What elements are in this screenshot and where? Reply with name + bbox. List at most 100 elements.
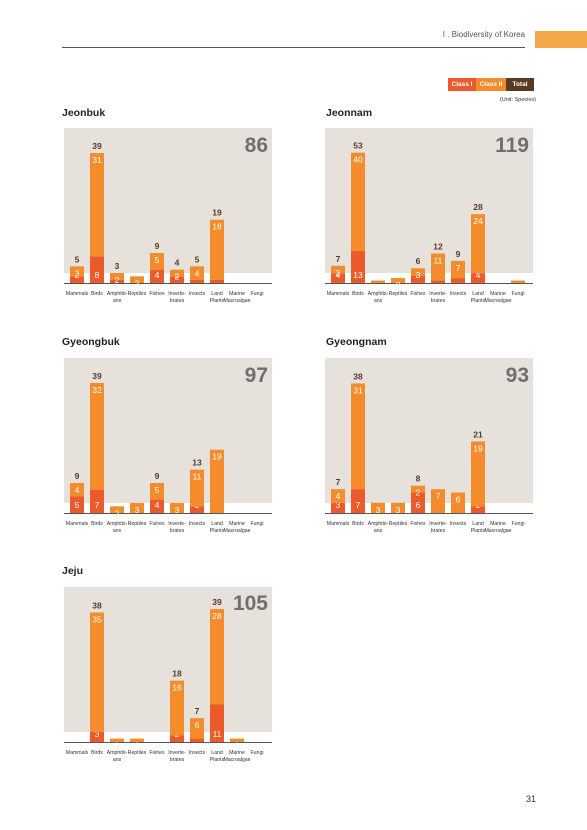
legend-class2: Class II (476, 78, 506, 91)
tick-label-inverte-brates-1: brates (431, 298, 446, 304)
bar-class2-insects (190, 718, 204, 739)
label-class2-mammals: 3 (336, 268, 341, 278)
axis-baseline-gyeongbuk (64, 513, 272, 514)
tick-label-inverte-brates-0: Inverte- (168, 521, 186, 527)
label-total-inverte-brates: 12 (433, 241, 443, 251)
tick-label-inverte-brates-1: brates (170, 528, 185, 534)
tick-label-land-plants-1: Plants (210, 298, 225, 304)
label-class2-amphibi-ans: 2 (115, 508, 120, 518)
tick-label-land-plants-1: Plants (471, 298, 486, 304)
bar-class1-fishes (150, 499, 164, 513)
tick-label-marine-macroalgae-0: Marine (229, 521, 245, 527)
label-total-inverte-brates: 4 (175, 258, 180, 268)
bar-class2-amphibi-ans (110, 273, 124, 280)
label-total-mammals: 7 (336, 477, 341, 487)
tick-label-amphibi-ans-1: ans (113, 298, 122, 304)
label-class2-birds: 31 (353, 385, 363, 395)
bar-class1-amphibi-ans (110, 279, 124, 283)
axis-baseline-jeonbuk (64, 283, 272, 284)
bar-class2-inverte-brates (431, 253, 445, 281)
label-class2-fishes: 5 (155, 255, 160, 265)
tick-label-fishes: Fishes (149, 750, 165, 756)
bar-class2-reptiles (391, 278, 405, 283)
tick-label-fungi: Fungi (512, 521, 525, 527)
label-class2-insects: 6 (195, 720, 200, 730)
label-class2-land-plants: 19 (473, 443, 483, 453)
axis-baseline-jeonnam (325, 283, 533, 284)
bar-class1-insects (190, 738, 204, 742)
bar-class2-reptiles (130, 503, 144, 513)
label-class2-mammals: 4 (336, 491, 341, 501)
label-class2-reptiles: 1 (135, 741, 140, 751)
panel-title-jeonbuk: Jeonbuk (62, 107, 106, 119)
tick-label-birds: Birds (91, 521, 103, 527)
bar-class2-amphibi-ans (110, 738, 124, 742)
bar-class2-inverte-brates (431, 489, 445, 513)
bar-class1-birds (90, 256, 104, 283)
tick-label-reptiles: Reptiles (128, 521, 147, 527)
tick-label-reptiles: Reptiles (389, 521, 408, 527)
bar-class2-fishes (150, 253, 164, 270)
label-class2-fishes: 3 (416, 270, 421, 280)
bar-class2-birds (90, 612, 104, 732)
tick-label-amphibi-ans-0: Amphibi- (368, 521, 389, 527)
panel-title-jeju: Jeju (62, 565, 84, 577)
label-class2-birds: 40 (353, 155, 363, 165)
label-class2-birds: 32 (92, 385, 102, 395)
tick-label-marine-macroalgae-0: Marine (229, 750, 245, 756)
tick-label-marine-macroalgae-0: Marine (229, 291, 245, 297)
label-class2-inverte-brates: 7 (436, 491, 441, 501)
tick-label-mammals: Mammals (327, 521, 350, 527)
label-class1-fishes: 6 (416, 500, 421, 510)
label-class1-land-plants: 11 (213, 729, 222, 739)
label-class2-inverte-brates: 3 (175, 505, 180, 515)
bar-class2-land-plants (471, 441, 485, 507)
label-class2-mammals: 3 (75, 268, 80, 278)
tick-label-amphibi-ans-1: ans (374, 528, 383, 534)
bar-class2-land-plants (210, 219, 224, 280)
bar-chart-jeonbuk: 235Mammals83139Birds123Amphibi-ans2Repti… (66, 141, 264, 304)
tick-label-amphibi-ans-1: ans (113, 757, 122, 763)
axis-baseline-jeju (64, 742, 272, 743)
bar-class2-insects (190, 469, 204, 507)
label-class2-birds: 35 (92, 614, 102, 624)
tick-label-mammals: Mammals (66, 750, 89, 756)
bar-class2-amphibi-ans (371, 280, 385, 283)
tick-label-reptiles: Reptiles (389, 291, 408, 297)
bar-chart-gyeongbuk: 549Mammals73239Birds2Amphibi-ans3Reptile… (66, 371, 264, 534)
label-total-land-plants: 21 (473, 429, 483, 439)
label-class2-land-plants: 19 (212, 452, 222, 462)
bar-class1-mammals (331, 273, 345, 283)
bar-class2-insects (451, 260, 465, 279)
label-total-mammals: 5 (75, 254, 80, 264)
label-total-birds: 39 (92, 141, 102, 151)
panel-total-gyeongnam: 93 (505, 364, 529, 387)
bar-class1-mammals (331, 502, 345, 513)
tick-label-amphibi-ans-0: Amphibi- (368, 291, 389, 297)
tick-label-inverte-brates-0: Inverte- (168, 750, 186, 756)
tick-label-amphibi-ans-0: Amphibi- (107, 291, 128, 297)
bar-class2-land-plants (210, 609, 224, 705)
label-class2-fishes: 2 (416, 488, 421, 498)
tick-label-land-plants-0: Land (211, 750, 223, 756)
tick-label-marine-macroalgae-1: Macroalgae (223, 298, 250, 304)
legend-class1: Class I (448, 78, 476, 91)
unit-note: (Unit: Species) (499, 97, 536, 103)
label-total-insects: 13 (192, 458, 202, 468)
label-class2-amphibi-ans: 2 (115, 275, 120, 285)
tick-label-amphibi-ans-1: ans (113, 528, 122, 534)
bar-class2-birds (90, 383, 104, 490)
bar-class1-insects (451, 278, 465, 283)
tick-label-inverte-brates-0: Inverte- (168, 291, 186, 297)
tick-label-amphibi-ans-1: ans (374, 298, 383, 304)
bar-class2-marine-macroalgae (230, 738, 244, 742)
tick-label-amphibi-ans-0: Amphibi- (107, 521, 128, 527)
label-class2-fungi: 1 (516, 283, 521, 293)
bar-class2-inverte-brates (170, 680, 184, 736)
tick-label-fungi: Fungi (512, 291, 525, 297)
bar-class2-birds (351, 152, 365, 252)
tick-label-mammals: Mammals (66, 521, 89, 527)
header-title: I . Biodiversity of Korea (442, 30, 525, 39)
bar-class1-birds (351, 489, 365, 513)
